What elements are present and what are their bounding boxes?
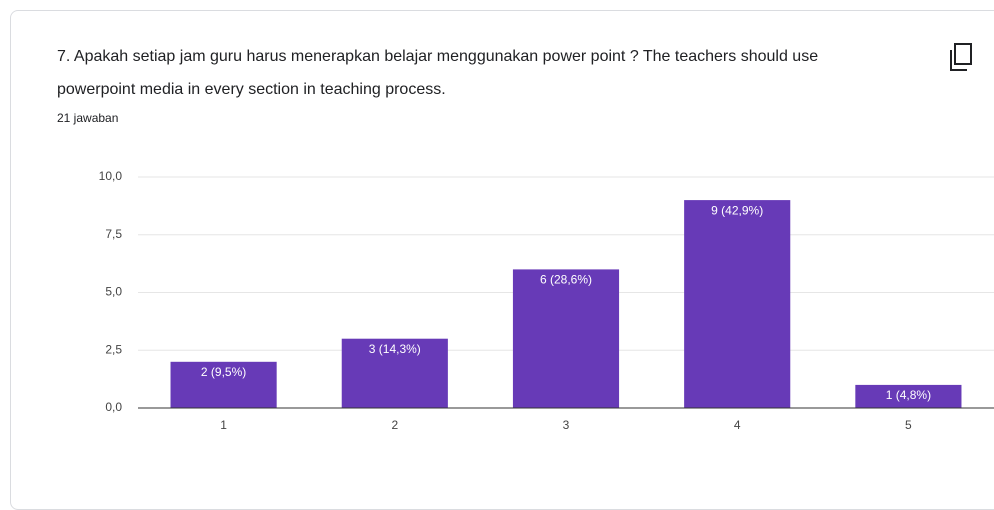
copy-icon-back (950, 50, 967, 71)
x-tick-label: 1 (220, 418, 227, 432)
page: {"chart_data": {"type": "bar", "title": … (10, 10, 994, 510)
data-label: 6 (28,6%) (540, 273, 592, 287)
bar (170, 361, 277, 408)
data-label: 2 (9,5%) (201, 365, 246, 379)
copy-icon[interactable] (950, 43, 972, 71)
y-tick-label: 5,0 (105, 285, 122, 299)
y-tick-label: 7,5 (105, 227, 122, 241)
y-tick-label: 2,5 (105, 342, 122, 356)
x-tick-label: 5 (905, 418, 912, 432)
bar (684, 200, 791, 408)
response-count: 21 jawaban (57, 111, 119, 125)
chart: 0,0 2,5 5,0 7,5 10,0 1 2 (9,5%) 2 3 (14,3%) 3 6 (2… (99, 43, 994, 432)
data-label: 9 (42,9%) (711, 203, 763, 217)
y-tick-label: 0,0 (105, 400, 122, 414)
copy-icon-front (954, 43, 972, 65)
question-title: 7. Apakah setiap jam guru harus menerapk… (57, 48, 819, 98)
data-label: 1 (4,8%) (886, 388, 931, 402)
x-tick-label: 3 (563, 418, 570, 432)
bar (855, 384, 962, 408)
x-tick-label: 2 (391, 418, 398, 432)
data-label: 3 (14,3%) (369, 342, 421, 356)
bar (512, 269, 620, 408)
bar (341, 338, 448, 408)
y-tick-label: 10,0 (99, 169, 123, 183)
x-tick-label: 4 (734, 418, 741, 432)
